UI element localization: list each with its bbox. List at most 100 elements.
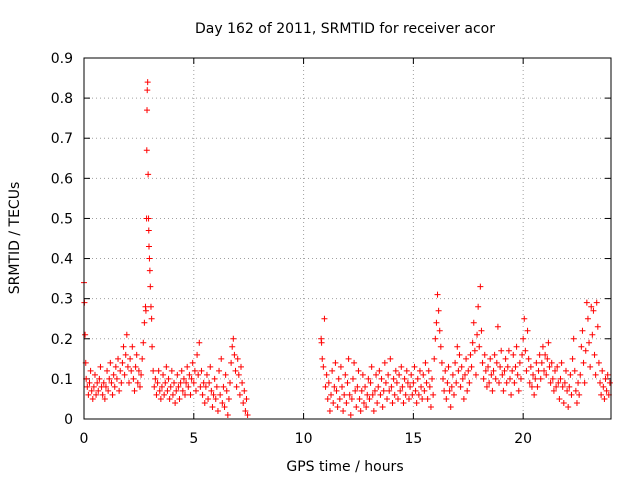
data-point xyxy=(227,379,234,386)
data-point xyxy=(384,395,391,402)
chart-title: Day 162 of 2011, SRMTID for receiver aco… xyxy=(195,21,495,37)
data-point xyxy=(244,411,251,418)
data-point xyxy=(368,363,375,370)
data-point xyxy=(441,387,448,394)
x-tick-label: 20 xyxy=(514,431,532,447)
data-point xyxy=(517,375,524,382)
data-point xyxy=(145,215,152,222)
data-point xyxy=(553,383,560,390)
data-point xyxy=(162,379,169,386)
data-point xyxy=(370,407,377,414)
data-point xyxy=(87,367,94,374)
data-point xyxy=(238,363,245,370)
data-point xyxy=(491,351,498,358)
data-point xyxy=(230,335,237,342)
data-point xyxy=(117,367,124,374)
data-point xyxy=(242,407,249,414)
data-point xyxy=(124,363,131,370)
data-point xyxy=(203,371,210,378)
data-point xyxy=(530,371,537,378)
data-point xyxy=(542,351,549,358)
data-point xyxy=(82,331,89,338)
data-point xyxy=(401,375,408,382)
data-point xyxy=(588,303,595,310)
data-point xyxy=(450,391,457,398)
data-point xyxy=(91,371,98,378)
data-point xyxy=(445,363,452,370)
data-point xyxy=(520,335,527,342)
data-point xyxy=(386,387,393,394)
data-point xyxy=(457,383,464,390)
data-point xyxy=(108,379,115,386)
data-point xyxy=(155,367,162,374)
data-point xyxy=(576,391,583,398)
data-point xyxy=(122,351,129,358)
data-point xyxy=(429,375,436,382)
data-point xyxy=(578,343,585,350)
y-tick-label: 0.3 xyxy=(51,292,73,308)
data-point xyxy=(559,383,566,390)
data-point xyxy=(377,391,384,398)
data-point xyxy=(331,383,338,390)
data-point xyxy=(118,379,125,386)
data-point xyxy=(359,371,366,378)
data-point xyxy=(345,355,352,362)
data-point xyxy=(188,375,195,382)
data-point xyxy=(93,391,100,398)
data-point xyxy=(525,355,532,362)
data-point xyxy=(365,375,372,382)
data-point xyxy=(567,371,574,378)
data-point xyxy=(570,335,577,342)
data-point xyxy=(594,323,601,330)
data-point xyxy=(328,391,335,398)
data-point xyxy=(179,387,186,394)
data-point xyxy=(513,343,520,350)
data-point xyxy=(355,367,362,374)
y-tick-label: 0.8 xyxy=(51,91,73,107)
data-point xyxy=(119,359,126,366)
data-point xyxy=(336,395,343,402)
data-point xyxy=(482,367,489,374)
data-point xyxy=(234,355,241,362)
data-point xyxy=(492,375,499,382)
data-point xyxy=(322,383,329,390)
data-point xyxy=(197,383,204,390)
data-point xyxy=(222,371,229,378)
data-point xyxy=(175,383,182,390)
y-tick-label: 0.7 xyxy=(51,131,73,147)
data-point xyxy=(166,395,173,402)
data-point xyxy=(604,371,611,378)
data-point xyxy=(467,351,474,358)
data-point xyxy=(115,355,122,362)
data-point xyxy=(352,387,359,394)
data-point xyxy=(558,359,565,366)
data-point xyxy=(318,339,325,346)
y-tick-label: 0.6 xyxy=(51,171,73,187)
data-point xyxy=(455,367,462,374)
data-point xyxy=(145,227,152,234)
data-point xyxy=(504,363,511,370)
data-point xyxy=(198,367,205,374)
data-point xyxy=(358,387,365,394)
data-point xyxy=(393,379,400,386)
data-point xyxy=(357,407,364,414)
data-point xyxy=(324,395,331,402)
data-point xyxy=(112,363,119,370)
data-point xyxy=(182,391,189,398)
data-point xyxy=(498,347,505,354)
data-point xyxy=(366,395,373,402)
data-point xyxy=(511,379,518,386)
data-point xyxy=(565,403,572,410)
data-point xyxy=(544,355,551,362)
x-tick-label: 10 xyxy=(295,431,313,447)
data-point xyxy=(219,399,226,406)
data-point xyxy=(346,391,353,398)
data-point xyxy=(478,327,485,334)
data-point xyxy=(516,359,523,366)
data-point xyxy=(178,367,185,374)
data-point xyxy=(476,343,483,350)
data-point xyxy=(107,359,114,366)
data-point xyxy=(369,391,376,398)
data-point xyxy=(158,383,165,390)
data-point xyxy=(422,359,429,366)
